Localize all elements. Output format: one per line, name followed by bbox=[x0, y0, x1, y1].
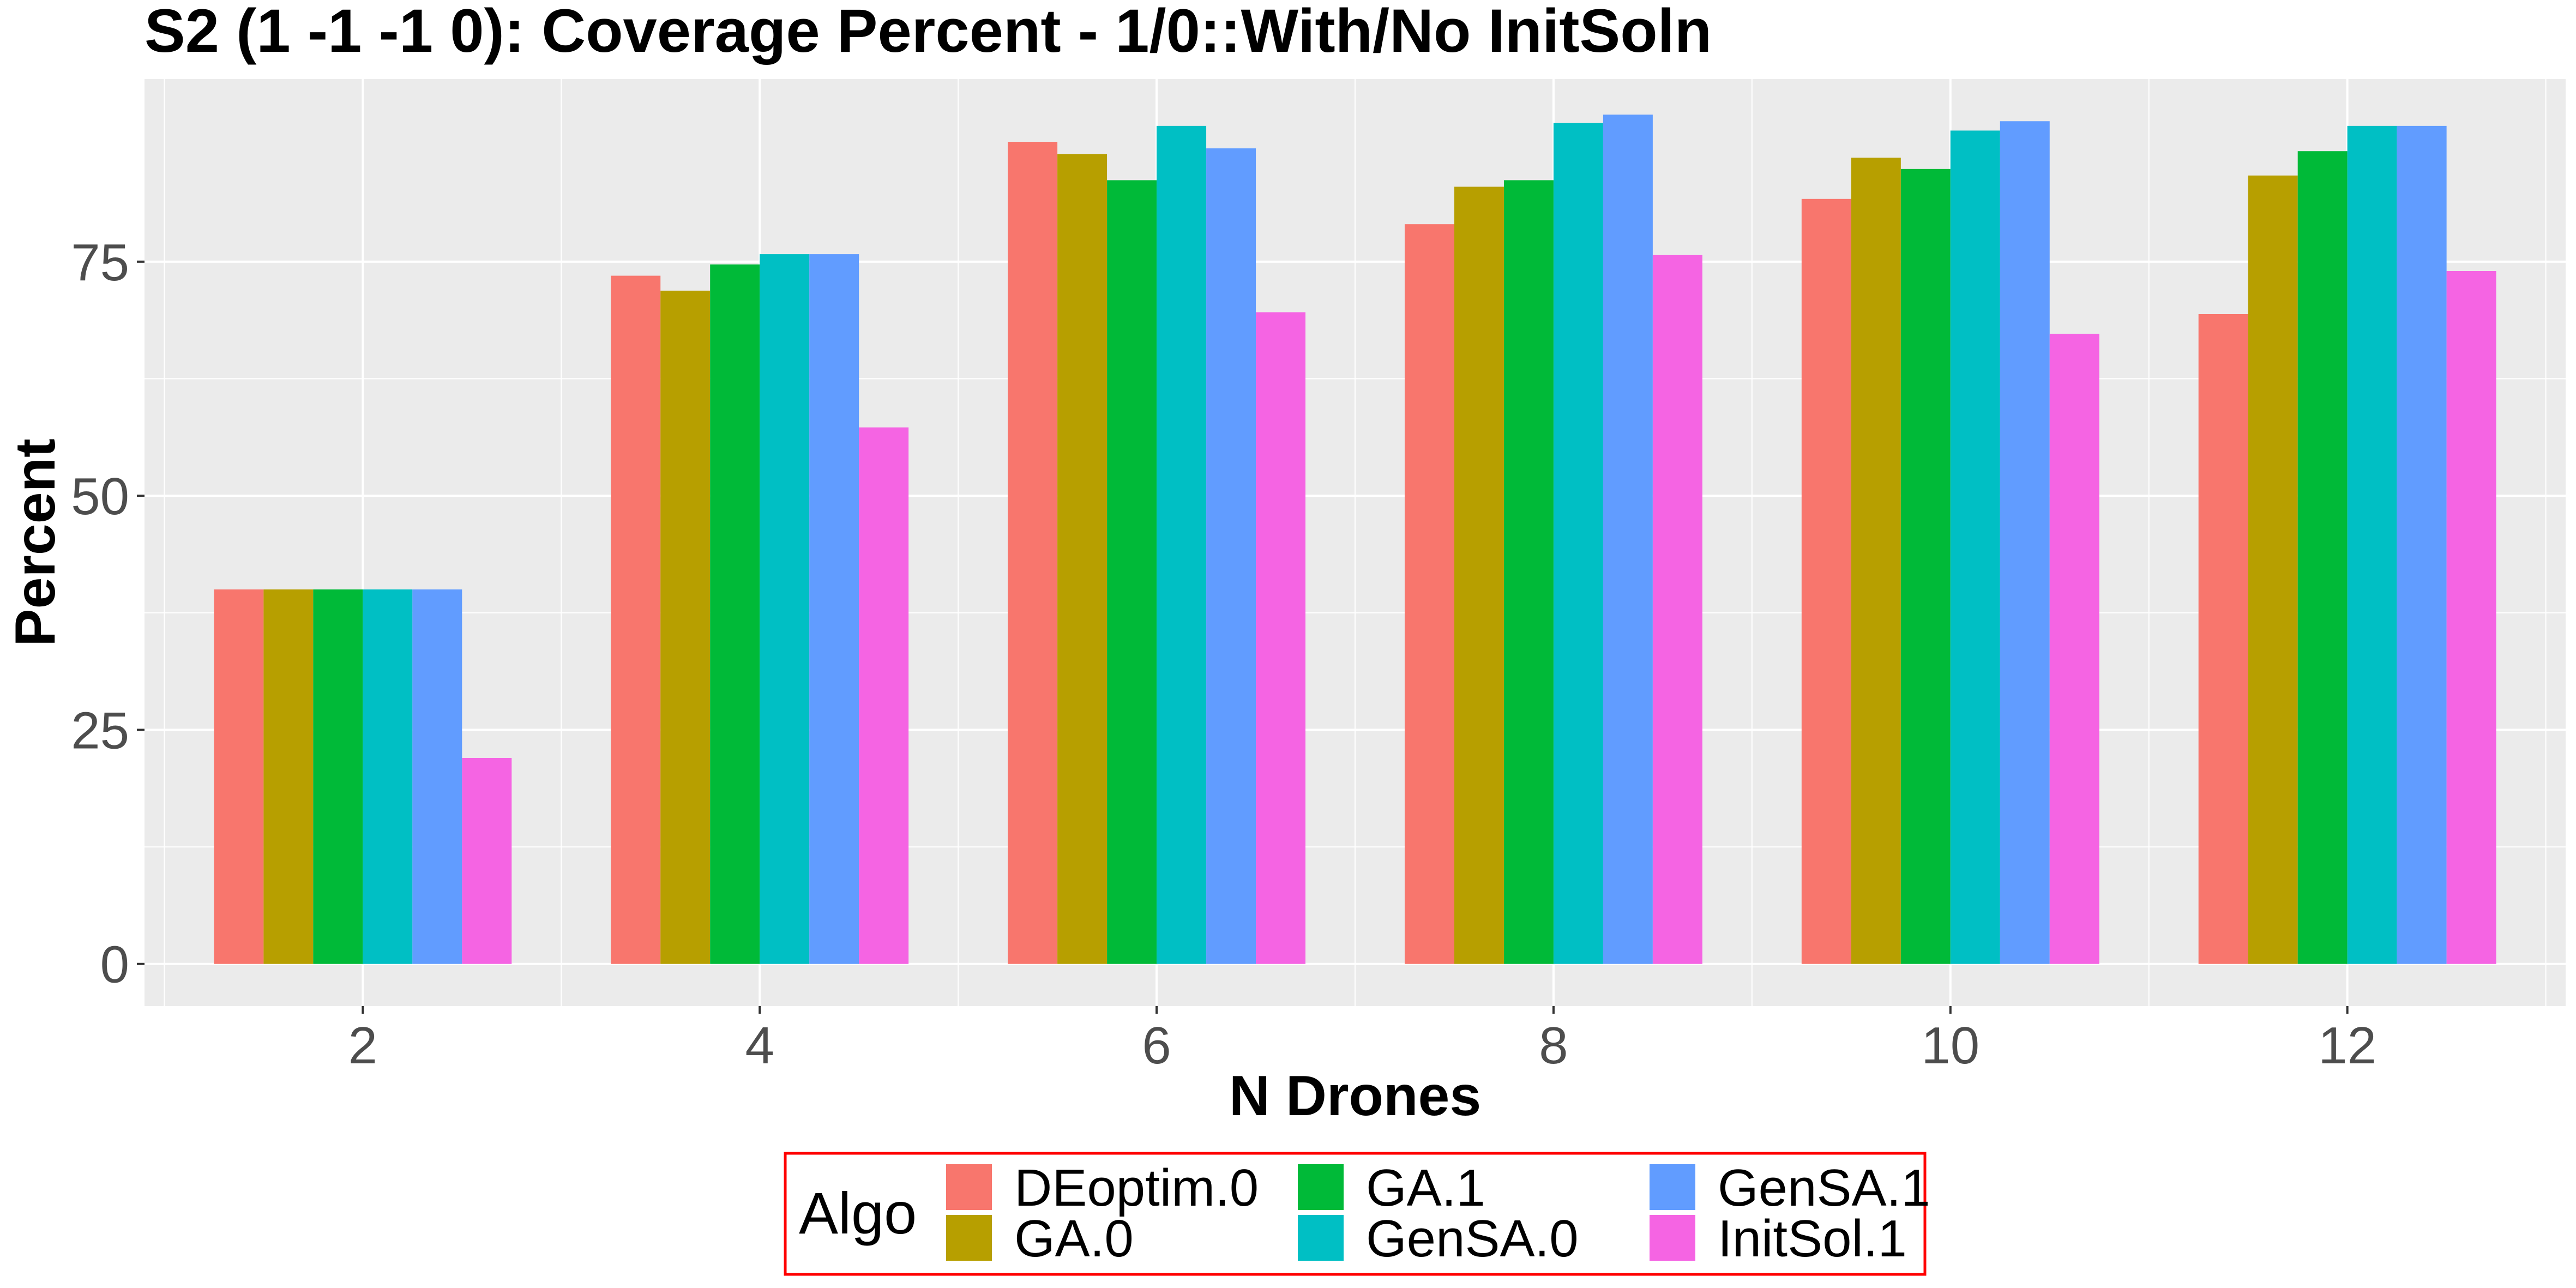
bar bbox=[1057, 154, 1108, 964]
bar bbox=[1950, 130, 2000, 964]
y-tick-label: 0 bbox=[100, 936, 129, 994]
legend-swatch bbox=[1298, 1215, 1344, 1261]
bar bbox=[2347, 125, 2397, 964]
y-tick-label: 25 bbox=[71, 701, 129, 760]
x-tick-label: 10 bbox=[1921, 1016, 1979, 1075]
legend-swatch bbox=[1650, 1164, 1695, 1210]
bar bbox=[412, 589, 462, 964]
bar bbox=[1404, 224, 1454, 964]
legend-label: GenSA.0 bbox=[1366, 1209, 1579, 1268]
bar bbox=[859, 427, 909, 964]
x-axis-title: N Drones bbox=[1229, 1064, 1481, 1128]
bar bbox=[363, 589, 413, 964]
bar bbox=[1801, 198, 1851, 964]
bar bbox=[2248, 175, 2298, 964]
legend-swatch bbox=[1650, 1215, 1695, 1261]
bar bbox=[1454, 186, 1504, 964]
legend-label: GA.0 bbox=[1014, 1209, 1134, 1268]
bar bbox=[2397, 125, 2447, 964]
bar bbox=[1503, 180, 1554, 964]
bar bbox=[1008, 142, 1058, 964]
y-tick-label: 50 bbox=[71, 467, 129, 526]
legend-title: Algo bbox=[799, 1180, 917, 1246]
legend-label: InitSol.1 bbox=[1718, 1209, 1907, 1268]
x-tick-label: 6 bbox=[1142, 1016, 1171, 1075]
bar bbox=[1900, 168, 1951, 964]
bar bbox=[1553, 123, 1603, 964]
legend-label: GenSA.1 bbox=[1718, 1159, 1930, 1217]
bar bbox=[2198, 314, 2248, 964]
x-axis-ticks: 2 4 6 8 10 12 bbox=[348, 1006, 2376, 1075]
bar bbox=[2049, 334, 2099, 964]
bar bbox=[1652, 255, 1702, 964]
bar bbox=[1206, 148, 1256, 964]
legend-swatch bbox=[1298, 1164, 1344, 1210]
bar bbox=[660, 291, 711, 964]
x-tick-label: 2 bbox=[348, 1016, 377, 1075]
bar bbox=[1603, 115, 1653, 964]
y-axis-ticks: 0 25 50 75 bbox=[71, 233, 145, 994]
legend-swatch bbox=[946, 1164, 992, 1210]
bar bbox=[1107, 180, 1157, 964]
bar bbox=[214, 589, 264, 964]
x-tick-label: 4 bbox=[745, 1016, 774, 1075]
bar bbox=[1157, 125, 1207, 964]
x-tick-label: 12 bbox=[2318, 1016, 2376, 1075]
bar bbox=[462, 757, 512, 964]
bar bbox=[2297, 151, 2348, 964]
bars bbox=[214, 115, 2496, 964]
legend-label: DEoptim.0 bbox=[1014, 1159, 1259, 1217]
y-tick-label: 75 bbox=[71, 233, 129, 292]
x-tick-label: 8 bbox=[1539, 1016, 1568, 1075]
bar bbox=[2000, 121, 2050, 964]
bar bbox=[611, 275, 661, 964]
bar bbox=[760, 254, 810, 964]
bar bbox=[263, 589, 314, 964]
bar bbox=[809, 254, 859, 964]
bar bbox=[1256, 312, 1306, 964]
legend-label: GA.1 bbox=[1366, 1159, 1485, 1217]
bar bbox=[313, 589, 363, 964]
legend-swatch bbox=[946, 1215, 992, 1261]
bar bbox=[710, 264, 760, 964]
y-axis-title: Percent bbox=[4, 438, 67, 647]
chart-title: S2 (1 -1 -1 0): Coverage Percent - 1/0::… bbox=[145, 0, 1712, 65]
bar bbox=[1851, 158, 1901, 964]
bar bbox=[2446, 271, 2496, 964]
